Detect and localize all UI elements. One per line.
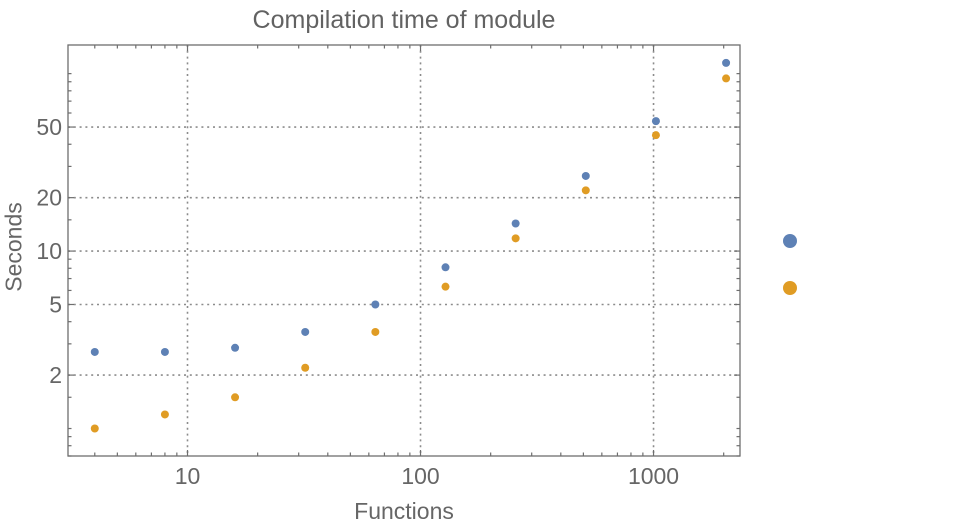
- data-point-series-1-blue: [511, 219, 520, 228]
- data-point-series-2-orange: [651, 131, 660, 140]
- data-point-series-2-orange: [301, 363, 310, 372]
- data-point-series-1-blue: [90, 347, 99, 356]
- x-tick-label: 1000: [628, 463, 679, 489]
- data-point-series-1-blue: [371, 300, 380, 309]
- data-point-series-2-orange: [231, 393, 240, 402]
- y-tick-label: 5: [49, 291, 62, 317]
- data-point-series-2-orange: [371, 327, 380, 336]
- y-axis-label: Seconds: [0, 202, 27, 292]
- x-axis-label: Functions: [354, 498, 454, 524]
- data-point-series-2-orange: [581, 186, 590, 195]
- y-tick-label: 50: [36, 114, 62, 140]
- legend-marker-series-1-blue: [783, 234, 797, 248]
- data-point-series-1-blue: [441, 263, 450, 272]
- data-point-series-1-blue: [231, 343, 240, 352]
- data-point-series-2-orange: [90, 424, 99, 433]
- chart-title: Compilation time of module: [252, 6, 556, 34]
- data-point-series-2-orange: [511, 234, 520, 243]
- data-point-series-1-blue: [581, 171, 590, 180]
- y-tick-label: 2: [49, 362, 62, 388]
- legend-marker-series-2-orange: [783, 281, 797, 295]
- data-point-series-2-orange: [722, 74, 731, 83]
- y-tick-label: 10: [36, 238, 62, 264]
- chart-frame: [67, 44, 741, 457]
- x-tick-label: 10: [175, 463, 201, 489]
- y-tick-label: 20: [36, 185, 62, 211]
- data-point-series-1-blue: [722, 58, 731, 67]
- data-point-series-1-blue: [160, 347, 169, 356]
- x-tick-label: 100: [401, 463, 439, 489]
- data-point-series-2-orange: [160, 410, 169, 419]
- data-point-series-2-orange: [441, 282, 450, 291]
- data-point-series-1-blue: [651, 117, 660, 126]
- data-point-series-1-blue: [301, 327, 310, 336]
